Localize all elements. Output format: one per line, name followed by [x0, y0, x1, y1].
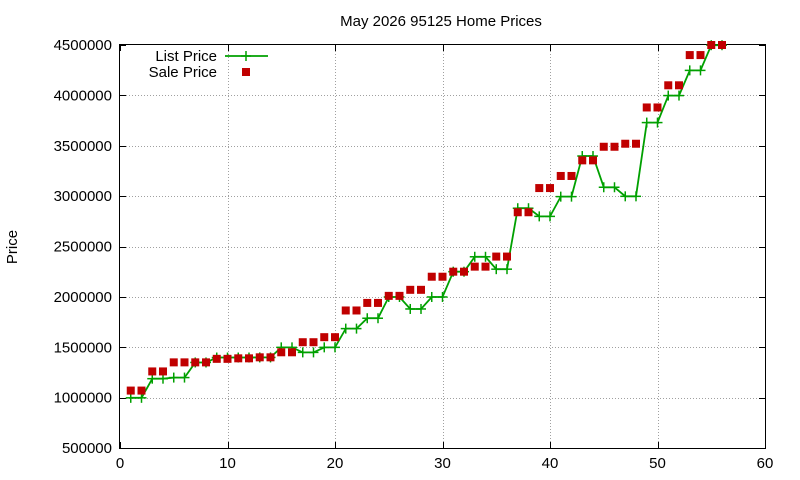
sale-price-point [245, 354, 253, 363]
sale-price-point [427, 272, 436, 281]
sale-price-point [223, 354, 232, 363]
sale-price-point [234, 354, 243, 363]
sale-price-point [298, 338, 307, 347]
x-tick-label: 40 [542, 455, 559, 472]
sale-price-point [341, 306, 350, 315]
x-tick-label: 30 [434, 455, 451, 472]
sale-price-point [180, 358, 189, 367]
sale-price-point [567, 171, 576, 180]
y-tick-label: 1500000 [54, 339, 112, 356]
sale-price-point [642, 103, 651, 112]
sale-price-point [288, 348, 296, 357]
sale-price-point [513, 208, 522, 217]
sale-price-point [599, 142, 608, 151]
sale-price-point [255, 353, 264, 362]
sale-price-point [696, 51, 705, 60]
sale-price-point [148, 367, 157, 376]
y-tick-label: 4000000 [54, 87, 112, 104]
sale-price-point [169, 358, 178, 367]
y-tick-label: 1000000 [54, 390, 112, 407]
list-price-line [130, 44, 722, 399]
sale-price-point [352, 306, 361, 315]
sale-price-point [406, 285, 415, 294]
sale-price-point [277, 348, 286, 357]
series-sale-price [126, 41, 726, 395]
chart-title: May 2026 95125 Home Prices [340, 13, 542, 30]
sale-price-point [470, 262, 479, 271]
sale-price-point [653, 103, 662, 112]
x-tick-label: 60 [757, 455, 774, 472]
sale-price-point [524, 208, 533, 217]
sale-price-point [395, 291, 404, 300]
sale-price-point [266, 353, 275, 362]
x-tick-label: 10 [219, 455, 236, 472]
y-tick-label: 3500000 [54, 138, 112, 155]
sale-price-point [675, 81, 683, 90]
legend-label: Sale Price [149, 64, 217, 81]
sale-price-point [503, 252, 511, 261]
y-axis-label: Price [4, 230, 21, 264]
x-tick-label: 50 [649, 455, 666, 472]
sale-price-point [578, 156, 587, 165]
sale-price-point [191, 358, 200, 367]
sale-price-point [202, 358, 210, 367]
series-layer [125, 40, 727, 403]
grid-lines [120, 45, 765, 448]
sale-price-point [664, 81, 673, 90]
sale-price-point [309, 338, 318, 347]
y-tick-label: 3000000 [54, 188, 112, 205]
sale-price-point [438, 272, 447, 281]
x-tick-label: 0 [116, 455, 124, 472]
sale-price-point [331, 333, 339, 342]
y-tick-label: 2500000 [54, 239, 112, 256]
sale-price-point [363, 298, 372, 307]
sale-price-point [621, 139, 630, 148]
sale-price-point [546, 184, 554, 193]
sale-price-point [449, 267, 458, 276]
sale-price-point [685, 51, 694, 60]
legend-label: List Price [155, 48, 217, 65]
legend-square-sample [242, 68, 250, 76]
sale-price-point [460, 267, 468, 276]
sale-price-point [212, 354, 221, 363]
sale-price-point [137, 386, 146, 395]
y-tick-label: 2000000 [54, 289, 112, 306]
sale-price-point [535, 184, 544, 193]
sale-price-point [589, 156, 597, 165]
sale-price-point [707, 41, 716, 49]
sale-price-point [159, 367, 167, 376]
axis-ticks: 0 10 20 30 40 50 60 500000 1000000 1500000 2000000… [54, 37, 774, 472]
sale-price-point [492, 252, 501, 261]
sale-price-point [126, 386, 135, 395]
sale-price-point [384, 291, 393, 300]
sale-price-point [632, 139, 640, 148]
y-tick-label: 500000 [62, 440, 112, 457]
sale-price-point [556, 171, 565, 180]
sale-price-point [610, 142, 619, 151]
series-list-price [125, 40, 727, 403]
x-tick-label: 20 [327, 455, 344, 472]
plot-frame [119, 44, 766, 449]
sale-price-point [417, 285, 425, 294]
sale-price-point [374, 298, 382, 307]
sale-price-point [481, 262, 490, 271]
sale-price-point [320, 333, 329, 342]
sale-price-point [718, 41, 726, 49]
y-tick-label: 4500000 [54, 37, 112, 54]
